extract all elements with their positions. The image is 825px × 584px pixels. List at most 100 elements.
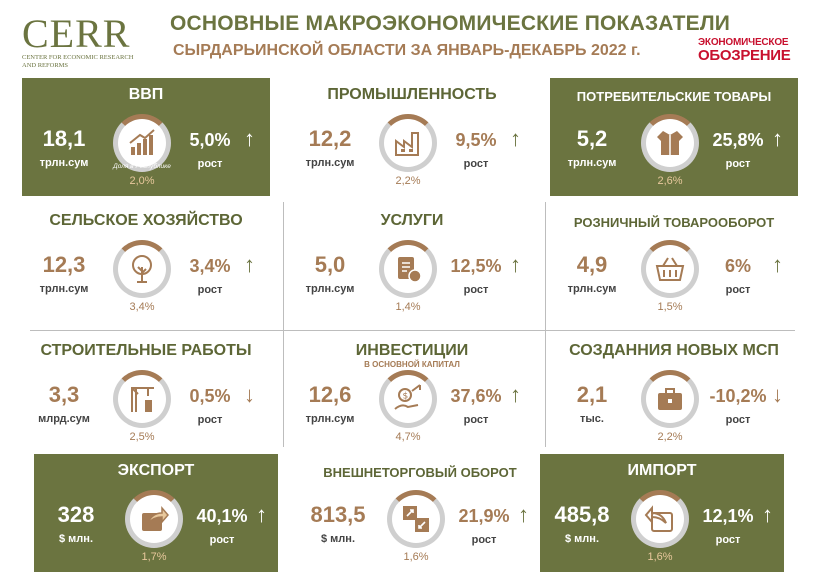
card-share: 2,0%	[129, 175, 155, 187]
card-unit: трлн.сум	[39, 157, 89, 169]
icon-circle	[641, 370, 699, 428]
card-growth: 40,1%	[196, 506, 248, 526]
card-unit: трлн.сум	[567, 157, 617, 169]
shirt-icon	[654, 127, 686, 159]
card-value: 5,0	[314, 252, 346, 277]
logo-subtitle: Center for Economic Research and Reforms	[22, 54, 134, 69]
indicator-card-5: УСЛУГИ 5,0 трлн.сум 1,4% 12,5% рост ↑	[288, 204, 536, 322]
card-value: 813,5	[310, 502, 366, 527]
card-share: 1,6%	[647, 551, 673, 563]
card-share: 3,4%	[129, 301, 155, 313]
card-title: ПОТРЕБИТЕЛЬСКИЕ ТОВАРЫ	[576, 89, 772, 104]
indicator-card-4: СЕЛЬСКОЕ ХОЗЯЙСТВО 12,3 трлн.сум 3,4% 3,…	[22, 204, 270, 322]
card-title: ИМПОРТ	[627, 462, 697, 479]
card-growth: 12,5%	[450, 256, 502, 276]
arrow-up-icon: ↑	[518, 502, 529, 527]
card-value: 3,3	[48, 382, 80, 407]
arrow-up-icon: ↑	[510, 252, 521, 277]
card-share: 2,2%	[657, 431, 683, 443]
card-growth-label: рост	[209, 534, 235, 546]
icon-circle: $	[379, 370, 437, 428]
import-icon	[644, 503, 676, 535]
indicator-card-3: ПОТРЕБИТЕЛЬСКИЕ ТОВАРЫ 5,2 трлн.сум 2,6%…	[550, 78, 798, 196]
indicator-card-7: СТРОИТЕЛЬНЫЕ РАБОТЫ 3,3 млрд.сум 2,5% 0,…	[22, 334, 270, 452]
indicator-card-9: СОЗДАННИЯ НОВЫХ МСП 2,1 тыс. 2,2% -10,2%…	[550, 334, 798, 452]
card-title: РОЗНИЧНЫЙ ТОВАРООБОРОТ	[573, 215, 775, 230]
card-unit: млрд.сум	[38, 413, 90, 425]
arrow-up-icon: ↑	[772, 126, 783, 151]
card-subtitle: В ОСНОВНОЙ КАПИТАЛ	[364, 360, 460, 369]
card-value: 12,2	[308, 126, 352, 151]
card-value: 4,9	[576, 252, 608, 277]
card-title: ВВП	[128, 86, 164, 103]
card-title: ВНЕШНЕТОРГОВЫЙ ОБОРОТ	[323, 465, 517, 480]
arrow-up-icon: ↑	[244, 252, 255, 277]
card-unit: трлн.сум	[305, 157, 355, 169]
card-title: ЭКСПОРТ	[117, 462, 195, 479]
publisher-logo-top: ЭКОНОМИЧЕСКОЕ	[698, 37, 789, 48]
icon-circle	[641, 240, 699, 298]
indicator-card-8: ИНВЕСТИЦИИ 12,6 трлн.сум $ 4,7% 37,6% ро…	[288, 334, 536, 452]
card-title: УСЛУГИ	[380, 212, 444, 229]
briefcase-icon	[654, 383, 686, 415]
card-growth: -10,2%	[709, 386, 767, 406]
card-share: 2,5%	[129, 431, 155, 443]
arrow-up-icon: ↑	[772, 252, 783, 277]
icon-circle	[113, 240, 171, 298]
card-growth: 25,8%	[712, 130, 764, 150]
card-growth: 21,9%	[458, 506, 510, 526]
indicator-card-10: ЭКСПОРТ 328 $ млн. 1,7% 40,1% рост ↑	[34, 454, 278, 572]
card-growth-label: рост	[463, 414, 489, 426]
card-unit: $ млн.	[59, 533, 93, 545]
card-growth: 12,1%	[702, 506, 754, 526]
card-share: 2,2%	[395, 175, 421, 187]
card-growth: 9,5%	[455, 130, 497, 150]
card-title: ИНВЕСТИЦИИ	[355, 342, 469, 359]
indicator-card-1: ВВП 18,1 трлн.сум 2,0% 5,0% рост ↑ Доля …	[22, 78, 270, 196]
card-value: 18,1	[42, 126, 86, 151]
card-growth: 5,0%	[189, 130, 231, 150]
card-title: ПРОМЫШЛЕННОСТЬ	[327, 86, 497, 103]
card-unit: трлн.сум	[39, 283, 89, 295]
icon-circle	[113, 114, 171, 172]
card-title: СЕЛЬСКОЕ ХОЗЯЙСТВО	[49, 212, 243, 229]
card-title: СТРОИТЕЛЬНЫЕ РАБОТЫ	[40, 342, 252, 359]
factory-icon	[392, 127, 424, 159]
card-value: 2,1	[576, 382, 608, 407]
card-growth-label: рост	[725, 414, 751, 426]
share-note: Доля в Республике	[113, 163, 171, 170]
card-unit: тыс.	[580, 413, 604, 425]
card-value: 485,8	[554, 502, 610, 527]
arrow-down-icon: ↓	[772, 382, 783, 407]
svg-text:$: $	[403, 392, 409, 402]
card-unit: трлн.сум	[567, 283, 617, 295]
card-share: 1,7%	[141, 551, 167, 563]
card-value: 5,2	[576, 126, 608, 151]
arrow-up-icon: ↑	[244, 126, 255, 151]
services-icon	[392, 253, 424, 285]
indicator-card-6: РОЗНИЧНЫЙ ТОВАРООБОРОТ 4,9 трлн.сум 1,5%…	[550, 204, 798, 322]
icon-circle	[641, 114, 699, 172]
arrow-up-icon: ↑	[510, 382, 521, 407]
growth-chart-icon	[126, 127, 158, 159]
basket-icon	[654, 253, 686, 285]
icon-circle	[631, 490, 689, 548]
icon-circle	[379, 240, 437, 298]
card-value: 328	[57, 502, 95, 527]
icon-circle	[113, 370, 171, 428]
divider	[545, 202, 546, 447]
tree-icon	[126, 253, 158, 285]
cerr-logo: CERR Center for Economic Research and Re…	[22, 14, 157, 70]
card-growth-label: рост	[197, 284, 223, 296]
card-growth-label: рост	[725, 284, 751, 296]
card-value: 12,6	[308, 382, 352, 407]
card-share: 1,5%	[657, 301, 683, 313]
card-growth: 6%	[724, 256, 751, 276]
export-icon	[138, 503, 170, 535]
divider	[283, 202, 284, 447]
divider	[30, 330, 795, 331]
card-growth-label: рост	[471, 534, 497, 546]
card-unit: трлн.сум	[305, 413, 355, 425]
card-unit: трлн.сум	[305, 283, 355, 295]
publisher-logo: ЭКОНОМИЧЕСКОЕ ОБОЗРЕНИЕ	[698, 38, 802, 64]
